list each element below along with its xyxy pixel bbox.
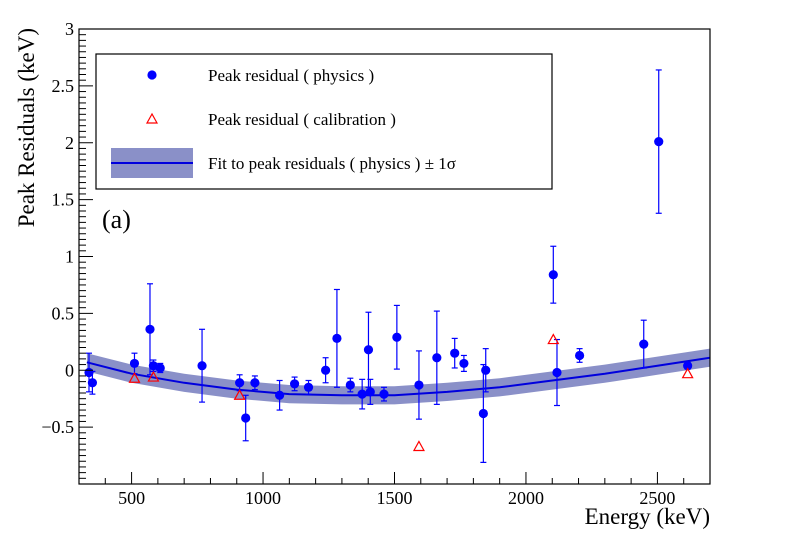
physics-point-group (303, 379, 314, 395)
physics-point (129, 358, 140, 369)
physics-point-group (478, 363, 488, 463)
y-axis-title: Peak Residuals (keV) (14, 28, 39, 227)
calibration-point (147, 370, 160, 382)
x-tick-label: 500 (118, 488, 145, 508)
y-tick-label: 1 (65, 247, 74, 267)
y-tick-label: 0 (65, 360, 74, 380)
physics-point (552, 367, 562, 378)
y-tick-label: 2 (65, 133, 74, 153)
physics-point (155, 363, 165, 373)
physics-point-group (654, 69, 664, 214)
physics-point-group (321, 357, 331, 384)
x-tick-label: 2000 (508, 488, 544, 508)
physics-point (683, 361, 693, 371)
legend-label: Fit to peak residuals ( physics ) ± 1σ (208, 154, 456, 173)
physics-point-group (87, 370, 98, 395)
physics-point-group (365, 378, 375, 405)
physics-point (275, 390, 285, 400)
physics-point-group (392, 304, 402, 370)
physics-point (363, 345, 374, 355)
physics-point-group (379, 386, 389, 402)
physics-point (432, 353, 442, 363)
y-tick-label: 0.5 (52, 303, 75, 323)
physics-point (357, 389, 367, 399)
physics-point (145, 324, 155, 334)
x-axis-title: Energy (keV) (585, 504, 710, 529)
physics-point (289, 379, 300, 389)
calibration-point (681, 367, 694, 379)
physics-point-group (250, 375, 260, 391)
physics-point (87, 378, 98, 388)
physics-point (450, 348, 460, 358)
calibration-point (547, 333, 560, 345)
physics-point-group (357, 378, 367, 410)
fit-line (86, 356, 710, 397)
physics-point (548, 270, 558, 280)
physics-point (459, 358, 469, 369)
legend-calibration-symbol (145, 112, 159, 124)
x-tick-label: 2500 (639, 488, 675, 508)
physics-point (235, 378, 245, 388)
calibration-point (233, 389, 246, 400)
physics-point (478, 408, 488, 419)
legend-physics-symbol (147, 70, 157, 80)
physics-point-group (197, 328, 207, 403)
physics-point (365, 387, 375, 397)
physics-point (303, 382, 314, 392)
physics-point (345, 380, 355, 390)
physics-point (332, 333, 342, 343)
physics-point-group (552, 338, 562, 407)
y-tick-label: 3 (65, 19, 74, 39)
y-axis: −0.5 0 0.5 1 1.5 2 2.5 3 (41, 19, 93, 485)
plot-content (84, 69, 710, 463)
physics-point (197, 361, 207, 371)
plot-area: 500 1000 1500 2000 2500 −0.5 0 0.5 1 1.5 2 2.5 3 (41, 19, 711, 508)
physics-point-group (450, 337, 460, 369)
physics-point (392, 332, 402, 342)
physics-point-group (574, 348, 585, 363)
calibration-point (412, 440, 425, 452)
legend-label: Peak residual ( calibration ) (208, 110, 396, 129)
physics-point (639, 339, 649, 349)
legend-label: Peak residual ( physics ) (208, 66, 374, 85)
physics-point (321, 365, 331, 375)
physics-point-group (459, 354, 469, 372)
physics-point (481, 365, 491, 375)
x-axis: 500 1000 1500 2000 2500 (78, 472, 711, 508)
y-tick-label: −0.5 (41, 417, 74, 437)
legend: Peak residual ( physics ) Peak residual (… (95, 53, 553, 190)
panel-label: (a) (102, 205, 131, 234)
physics-point-group (639, 319, 649, 369)
y-tick-label: 2.5 (52, 76, 75, 96)
physics-point-group (235, 374, 245, 392)
calibration-point (128, 371, 141, 383)
physics-point (379, 389, 389, 399)
physics-point (241, 413, 251, 423)
physics-point (574, 350, 585, 361)
physics-point (654, 137, 664, 147)
physics-point (414, 380, 424, 390)
physics-point-group (155, 362, 165, 374)
physics-point-group (345, 377, 355, 393)
physics-point-group (241, 394, 251, 442)
physics-point-group (275, 379, 285, 411)
physics-point-group (548, 245, 558, 304)
physics-point (250, 378, 260, 388)
physics-point-group (332, 288, 342, 388)
physics-point-group (481, 348, 491, 393)
y-tick-label: 1.5 (52, 190, 75, 210)
x-tick-label: 1500 (377, 488, 413, 508)
physics-point-group (432, 310, 442, 405)
physics-point-group (414, 350, 424, 420)
x-tick-label: 1000 (245, 488, 281, 508)
physics-point-group (289, 376, 300, 392)
